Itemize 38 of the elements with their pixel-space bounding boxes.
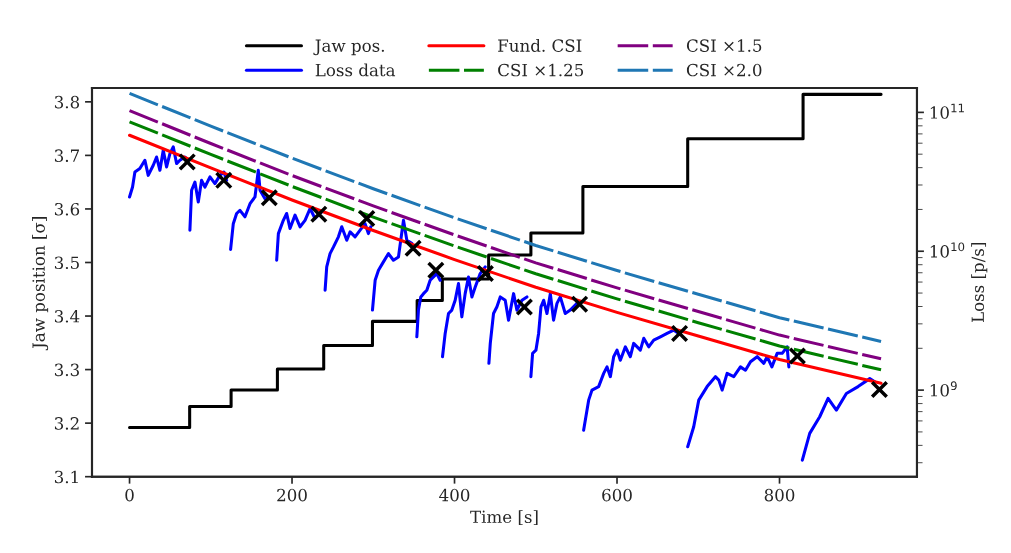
- y2-tick-label: 10$^{10}$: [930, 242, 965, 258]
- y2-tick-label: 10$^{11}$: [930, 103, 964, 119]
- x-tick-label: 0: [125, 488, 134, 502]
- x-tick-label: 200: [277, 488, 307, 502]
- y-tick-label: 3.4: [54, 310, 80, 323]
- legend-label: CSI ×2.0: [686, 63, 762, 77]
- point: [214, 171, 233, 190]
- x-tick-label: 400: [439, 488, 470, 502]
- point: [670, 324, 689, 343]
- y-tick-label: 3.8: [54, 95, 80, 109]
- y-tick-label: 3.2: [54, 417, 79, 430]
- y2-tick-label: 10$^{9}$: [930, 381, 957, 397]
- point: [870, 380, 889, 399]
- legend-label: Jaw pos.: [313, 39, 384, 56]
- point: [309, 205, 328, 224]
- y-tick-label: 3.7: [54, 149, 79, 162]
- x-tick-label: 800: [764, 488, 795, 502]
- point: [357, 209, 376, 228]
- y-tick-label: 3.3: [54, 363, 79, 377]
- point: [476, 264, 495, 283]
- point: [260, 188, 279, 207]
- point: [515, 297, 534, 316]
- point: [178, 152, 197, 171]
- x-axis-title: Time [s]: [470, 510, 538, 526]
- y-axis-title: Jaw position [σ]: [32, 217, 49, 351]
- point: [404, 239, 423, 258]
- point: [570, 295, 589, 314]
- legend-label: CSI ×1.25: [498, 63, 584, 77]
- x-tick-label: 600: [602, 488, 632, 502]
- y-tick-label: 3.6: [54, 202, 80, 216]
- y2-axis-title: Loss [p/s]: [971, 243, 988, 323]
- legend-label: Fund. CSI: [498, 39, 582, 52]
- legend-label: Loss data: [315, 63, 396, 77]
- point: [788, 347, 807, 366]
- legend-label: CSI ×1.5: [686, 39, 762, 52]
- point: [426, 261, 445, 280]
- y-tick-label: 3.5: [54, 256, 79, 270]
- y-tick-label: 3.1: [54, 470, 78, 484]
